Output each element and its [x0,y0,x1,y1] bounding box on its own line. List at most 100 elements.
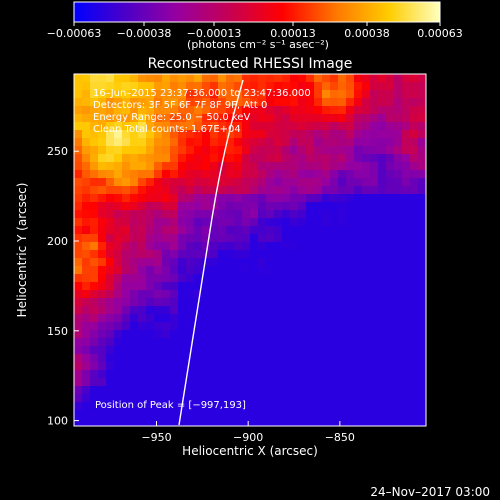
heatmap-cell [82,210,91,219]
heatmap-cell [378,250,387,259]
heatmap-cell [258,90,267,99]
heatmap-cell [202,186,211,195]
heatmap-cell [338,298,347,307]
heatmap-cell [418,170,426,179]
heatmap-cell [74,378,83,387]
heatmap-cell [330,130,339,139]
heatmap-cell [354,162,363,171]
heatmap-cell [154,138,163,147]
heatmap-cell [146,82,155,91]
heatmap-cell [330,330,339,339]
heatmap-cell [106,354,115,363]
heatmap-cell [314,146,323,155]
heatmap-cell [410,186,419,195]
heatmap-cell [242,298,251,307]
heatmap-cell [378,370,387,379]
heatmap-cell [154,90,163,99]
heatmap-cell [178,170,187,179]
heatmap-cell [226,202,235,211]
heatmap-cell [154,234,163,243]
heatmap-cell [178,74,187,83]
heatmap-cell [242,122,251,131]
heatmap-cell [178,186,187,195]
heatmap-cell [122,306,131,315]
heatmap-cell [410,410,419,419]
heatmap-cell [346,410,355,419]
heatmap-cell [250,138,259,147]
heatmap-cell [162,82,171,91]
heatmap-cell [82,330,91,339]
heatmap-cell [370,418,379,426]
heatmap-cell [346,362,355,371]
heatmap-cell [122,322,131,331]
heatmap-cell [410,170,419,179]
heatmap-cell [170,146,179,155]
heatmap-cell [130,218,139,227]
heatmap-cell [274,370,283,379]
heatmap-cell [98,274,107,283]
heatmap-cell [106,266,115,275]
heatmap-cell [202,170,211,179]
heatmap-cell [410,194,419,203]
heatmap-cell [218,194,227,203]
heatmap-cell [194,338,203,347]
heatmap-cell [274,106,283,115]
heatmap-cell [386,210,395,219]
heatmap-cell [410,338,419,347]
heatmap-cell [306,162,315,171]
heatmap-cell [298,346,307,355]
colorbar-tick-label: 0.00063 [417,27,463,40]
heatmap-cell [202,178,211,187]
heatmap-cell [370,234,379,243]
heatmap-cell [322,346,331,355]
heatmap-cell [218,178,227,187]
heatmap-cell [210,378,219,387]
heatmap-cell [266,250,275,259]
heatmap-cell [194,290,203,299]
heatmap-cell [322,370,331,379]
heatmap-cell [234,418,243,426]
heatmap-cell [378,330,387,339]
heatmap-cell [154,346,163,355]
colorbar: −0.00063 −0.00038 −0.00013 0.00013 0.00038 0.… [47,1,463,51]
heatmap-cell [194,194,203,203]
heatmap-cell [330,226,339,235]
heatmap-cell [394,90,403,99]
heatmap-cell [210,138,219,147]
heatmap-cell [146,234,155,243]
heatmap-cell [186,226,195,235]
heatmap-cell [162,258,171,267]
heatmap-cell [218,154,227,163]
heatmap-cell [346,210,355,219]
heatmap-cell [74,298,83,307]
heatmap-cell [242,82,251,91]
heatmap-cell [170,122,179,131]
heatmap-cell [354,122,363,131]
heatmap-cell [242,402,251,411]
heatmap-cell [346,170,355,179]
heatmap-cell [250,314,259,323]
heatmap-cell [330,266,339,275]
heatmap-cell [162,378,171,387]
heatmap-cell [378,178,387,187]
heatmap-cell [250,74,259,83]
heatmap-cell [274,218,283,227]
heatmap-cell [98,234,107,243]
heatmap-cell [202,266,211,275]
heatmap-cell [194,162,203,171]
heatmap-cell [346,370,355,379]
heatmap-cell [218,274,227,283]
heatmap-cell [346,394,355,403]
heatmap-cell [402,210,411,219]
heatmap-cell [418,418,426,426]
heatmap-cell [354,298,363,307]
heatmap-cell [386,146,395,155]
heatmap-cell [210,274,219,283]
heatmap-cell [226,162,235,171]
heatmap-cell [146,178,155,187]
heatmap-cell [346,346,355,355]
heatmap-cell [162,74,171,83]
heatmap-cell [346,138,355,147]
heatmap-cell [250,234,259,243]
heatmap-cell [354,274,363,283]
